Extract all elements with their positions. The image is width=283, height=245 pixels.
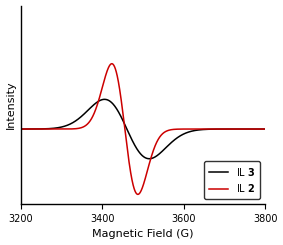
- Line: IL $\mathbf{2}$: IL $\mathbf{2}$: [21, 64, 265, 194]
- IL $\mathbf{2}$: [259, 128, 262, 131]
- IL $\mathbf{2}$: [263, 128, 267, 131]
- IL $\mathbf{2}$: [20, 128, 23, 131]
- IL $\mathbf{3}$: [233, 128, 236, 131]
- IL $\mathbf{2}$: [233, 128, 236, 131]
- IL $\mathbf{3}$: [113, 105, 117, 108]
- IL $\mathbf{3}$: [124, 124, 127, 127]
- IL $\mathbf{3}$: [103, 98, 106, 101]
- IL $\mathbf{2}$: [62, 128, 65, 131]
- IL $\mathbf{2}$: [110, 62, 113, 65]
- IL $\mathbf{3}$: [20, 128, 23, 131]
- IL $\mathbf{2}$: [113, 66, 117, 69]
- IL $\mathbf{2}$: [47, 128, 51, 131]
- Legend: IL $\mathbf{3}$, IL $\mathbf{2}$: IL $\mathbf{3}$, IL $\mathbf{2}$: [204, 161, 260, 199]
- X-axis label: Magnetic Field (G): Magnetic Field (G): [93, 230, 194, 239]
- IL $\mathbf{3}$: [147, 157, 151, 160]
- Y-axis label: Intensity: Intensity: [6, 81, 16, 129]
- IL $\mathbf{3}$: [62, 125, 65, 128]
- IL $\mathbf{3}$: [259, 128, 262, 131]
- IL $\mathbf{3}$: [263, 128, 267, 131]
- IL $\mathbf{2}$: [124, 132, 127, 135]
- IL $\mathbf{2}$: [136, 193, 140, 196]
- IL $\mathbf{3}$: [47, 127, 51, 130]
- Line: IL $\mathbf{3}$: IL $\mathbf{3}$: [21, 99, 265, 159]
